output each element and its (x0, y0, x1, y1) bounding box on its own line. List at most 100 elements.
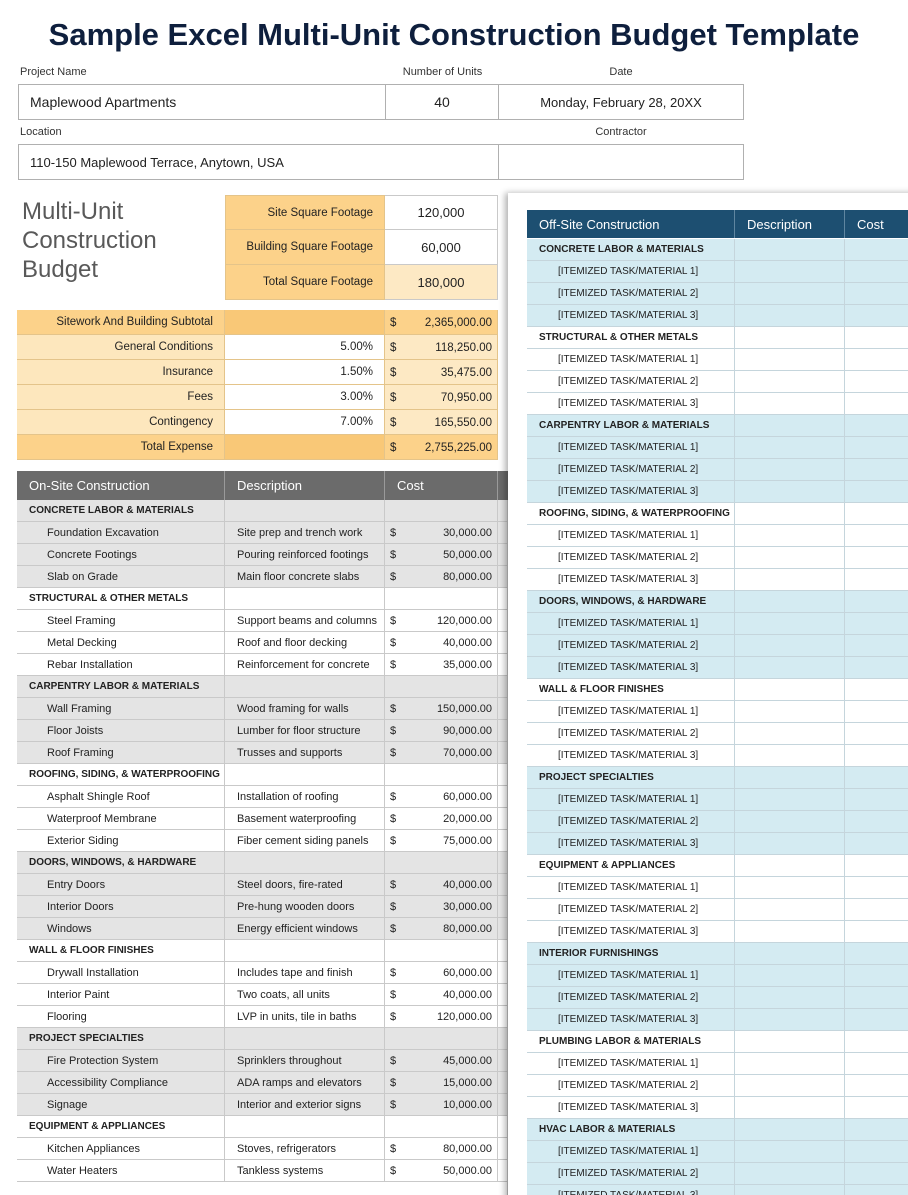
expense-amount: 118,250.00 (435, 341, 492, 354)
expense-amount: 2,365,000.00 (424, 316, 492, 329)
task: Accessibility Compliance (17, 1072, 225, 1094)
cell (225, 1028, 385, 1050)
description: ADA ramps and elevators (225, 1072, 385, 1094)
section-name: STRUCTURAL & OTHER METALS (17, 588, 225, 610)
cost-cell (385, 918, 498, 940)
task: [ITEMIZED TASK/MATERIAL 1] (527, 1141, 735, 1163)
cell (735, 1097, 845, 1119)
currency: $ (390, 615, 397, 627)
cell (498, 830, 508, 852)
cell (845, 1185, 908, 1195)
section-name: DOORS, WINDOWS, & HARDWARE (527, 591, 735, 613)
cell (735, 327, 845, 349)
cell (735, 437, 845, 459)
cell (385, 676, 498, 698)
currency: $ (390, 391, 397, 404)
description: Trusses and supports (225, 742, 385, 764)
cell (735, 239, 845, 261)
cell (735, 371, 845, 393)
cell (735, 855, 845, 877)
cell (735, 965, 845, 987)
expense-amount-cell (385, 435, 498, 460)
task: [ITEMIZED TASK/MATERIAL 3] (527, 305, 735, 327)
header-cell (498, 471, 508, 500)
task: Exterior Siding (17, 830, 225, 852)
expense-label: Total Expense (17, 435, 225, 460)
cell (845, 481, 908, 503)
currency: $ (390, 813, 397, 825)
cell (845, 1163, 908, 1185)
cost-cell (385, 896, 498, 918)
description: Two coats, all units (225, 984, 385, 1006)
task: Floor Joists (17, 720, 225, 742)
cell (845, 635, 908, 657)
cell (225, 764, 385, 786)
cell (735, 811, 845, 833)
footage-label: Total Square Footage (225, 265, 385, 300)
cell (735, 1119, 845, 1141)
task: [ITEMIZED TASK/MATERIAL 2] (527, 1163, 735, 1185)
cell (385, 500, 498, 522)
section-name: EQUIPMENT & APPLIANCES (527, 855, 735, 877)
task: [ITEMIZED TASK/MATERIAL 3] (527, 921, 735, 943)
section-name: WALL & FLOOR FINISHES (527, 679, 735, 701)
expense-label: Insurance (17, 360, 225, 385)
cell (845, 349, 908, 371)
header-cell: On-Site Construction (17, 471, 225, 500)
currency: $ (390, 879, 397, 891)
task: Concrete Footings (17, 544, 225, 566)
cost: 150,000.00 (436, 703, 492, 715)
section-name: PLUMBING LABOR & MATERIALS (527, 1031, 735, 1053)
field-label: Project Name (20, 66, 87, 78)
field-label: Contractor (595, 126, 647, 138)
cell (385, 1116, 498, 1138)
cell (735, 503, 845, 525)
cost: 60,000.00 (443, 791, 492, 803)
cell (735, 877, 845, 899)
currency: $ (390, 835, 397, 847)
cell (498, 742, 508, 764)
field-box (18, 84, 744, 120)
footage-value: 60,000 (385, 230, 498, 265)
cost-cell (385, 1050, 498, 1072)
task: [ITEMIZED TASK/MATERIAL 3] (527, 569, 735, 591)
task: [ITEMIZED TASK/MATERIAL 1] (527, 965, 735, 987)
description: Steel doors, fire-rated (225, 874, 385, 896)
cell (845, 1141, 908, 1163)
header-cell: Off-Site Construction (527, 210, 735, 238)
description: Main floor concrete slabs (225, 566, 385, 588)
description: Energy efficient windows (225, 918, 385, 940)
cell (225, 852, 385, 874)
cell (735, 1009, 845, 1031)
cell (845, 1075, 908, 1097)
description: Pre-hung wooden doors (225, 896, 385, 918)
cost: 80,000.00 (443, 923, 492, 935)
field-value: 110-150 Maplewood Terrace, Anytown, USA (19, 145, 499, 179)
section-name: CONCRETE LABOR & MATERIALS (17, 500, 225, 522)
cost: 20,000.00 (443, 813, 492, 825)
summary-title: Multi-Unit Construction Budget (22, 198, 157, 283)
cell (385, 852, 498, 874)
description: Stoves, refrigerators (225, 1138, 385, 1160)
expense-amount-cell (385, 335, 498, 360)
task: Foundation Excavation (17, 522, 225, 544)
cell (225, 500, 385, 522)
cell (498, 940, 508, 962)
header-cell: Cost (385, 471, 498, 500)
footage-value: 180,000 (385, 265, 498, 300)
cost-cell (385, 962, 498, 984)
task: Entry Doors (17, 874, 225, 896)
task: [ITEMIZED TASK/MATERIAL 3] (527, 745, 735, 767)
task: [ITEMIZED TASK/MATERIAL 3] (527, 393, 735, 415)
cell (498, 654, 508, 676)
section-name: EQUIPMENT & APPLIANCES (17, 1116, 225, 1138)
cell (845, 767, 908, 789)
cell (225, 588, 385, 610)
task: [ITEMIZED TASK/MATERIAL 2] (527, 899, 735, 921)
section-name: ROOFING, SIDING, & WATERPROOFING (17, 764, 225, 786)
cell (498, 1006, 508, 1028)
cell (735, 393, 845, 415)
task: Interior Doors (17, 896, 225, 918)
task: [ITEMIZED TASK/MATERIAL 2] (527, 635, 735, 657)
